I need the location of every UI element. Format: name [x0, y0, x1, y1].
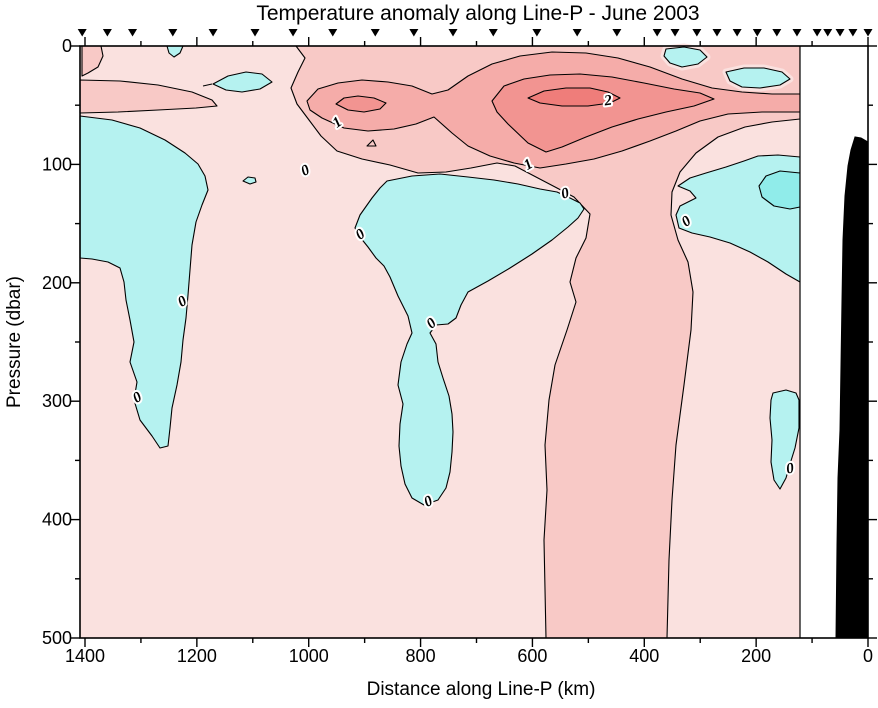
y-axis-title: Pressure (dbar) — [4, 276, 25, 408]
chart-title: Temperature anomaly along Line-P - June … — [256, 2, 699, 25]
station-marker-icon — [772, 29, 782, 37]
station-marker-icon — [370, 29, 380, 37]
station-marker-icon — [250, 29, 260, 37]
contour-region-cool-pendant — [769, 389, 800, 490]
station-marker-icon — [612, 29, 622, 37]
x-axis-title: Distance along Line-P (km) — [367, 679, 596, 700]
x-tick-label: 0 — [863, 646, 873, 666]
x-tick-label: 1000 — [289, 646, 329, 666]
station-marker-icon — [692, 29, 702, 37]
contour-region-cool-eye-speck — [242, 176, 257, 185]
station-marker-icon — [288, 29, 298, 37]
station-marker-icon — [712, 29, 722, 37]
contour-region-cool-topright-1 — [663, 46, 708, 68]
station-marker-icon — [823, 29, 833, 37]
x-tick-label: 800 — [406, 646, 436, 666]
station-marker-icon — [409, 29, 419, 37]
station-marker-icon — [488, 29, 498, 37]
contour-region-contour-triangle-speck — [366, 139, 377, 147]
contour-region-cool-topright-2 — [725, 67, 791, 89]
y-tick-label: 500 — [42, 628, 72, 648]
y-tick-label: 300 — [42, 391, 72, 411]
contour-region-cool-right-core — [758, 170, 801, 210]
station-marker-icon — [328, 29, 338, 37]
station-marker-icon — [835, 29, 845, 37]
station-marker-icon — [168, 29, 178, 37]
contour-geometry: 1400 1200 1000 800 600 400 200 0 0 100 200 300 400 50… — [42, 29, 877, 666]
contour-region-cool-left-large — [79, 115, 209, 449]
contour-region-contour-dash — [202, 83, 213, 87]
station-marker-icon — [848, 29, 858, 37]
x-tick-label: 200 — [741, 646, 771, 666]
station-marker-icon — [792, 29, 802, 37]
contour-region-cool-central — [354, 173, 585, 506]
x-tick-label: 400 — [629, 646, 659, 666]
station-marker-icon — [77, 29, 87, 37]
contour-region-warm-1p5-west — [335, 95, 387, 113]
x-tick-label: 1200 — [177, 646, 217, 666]
y-tick-label: 0 — [62, 36, 72, 56]
x-tick-label: 600 — [517, 646, 547, 666]
station-marker-icon — [812, 29, 822, 37]
station-marker-icon — [102, 29, 112, 37]
station-marker-icon — [572, 29, 582, 37]
station-marker-icon — [670, 29, 680, 37]
station-marker-icon — [208, 29, 218, 37]
y-tick-label: 400 — [42, 510, 72, 530]
station-marker-icon — [752, 29, 762, 37]
x-tick-label: 1400 — [65, 646, 105, 666]
station-marker-icon — [652, 29, 662, 37]
contour-region-left-band-0p5 — [79, 79, 218, 114]
y-tick-label: 100 — [42, 154, 72, 174]
contour-region-cool-top-lens — [212, 71, 273, 93]
station-marker-icon — [128, 29, 138, 37]
station-marker-icon — [863, 29, 873, 37]
station-marker-icon — [732, 29, 742, 37]
station-marker-icon — [532, 29, 542, 37]
station-marker-icon — [448, 29, 458, 37]
contour-region-warm-2-core — [527, 87, 621, 107]
y-tick-label: 200 — [42, 273, 72, 293]
